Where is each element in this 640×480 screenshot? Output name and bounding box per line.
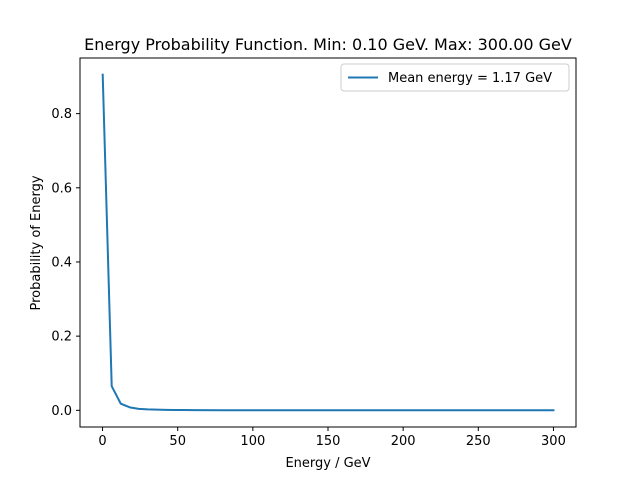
x-tick-label: 300: [541, 434, 566, 449]
y-tick-label: 0.0: [51, 404, 72, 419]
y-tick-label: 0.2: [51, 330, 72, 345]
x-tick-label: 250: [466, 434, 491, 449]
x-axis-label: Energy / GeV: [285, 456, 370, 471]
x-tick-label: 0: [98, 434, 106, 449]
y-tick-label: 0.8: [51, 107, 72, 122]
y-tick-label: 0.6: [51, 181, 72, 196]
y-axis-label: Probability of Energy: [29, 175, 44, 310]
x-tick-label: 150: [316, 434, 341, 449]
legend-entry-label: Mean energy = 1.17 GeV: [388, 71, 552, 86]
series-line-0: [101, 73, 555, 412]
x-tick-label: 50: [169, 434, 186, 449]
legend: Mean energy = 1.17 GeV: [340, 63, 570, 92]
x-tick-label: 100: [240, 434, 265, 449]
y-tick-label: 0.4: [51, 255, 72, 270]
chart-title: Energy Probability Function. Min: 0.10 G…: [84, 35, 572, 54]
x-tick-label: 200: [391, 434, 416, 449]
legend-frame: [340, 63, 570, 92]
plot-area: 0 50 100 150 200 250 300 0.0 0.2 0.4 0.6 0.8: [51, 57, 577, 449]
